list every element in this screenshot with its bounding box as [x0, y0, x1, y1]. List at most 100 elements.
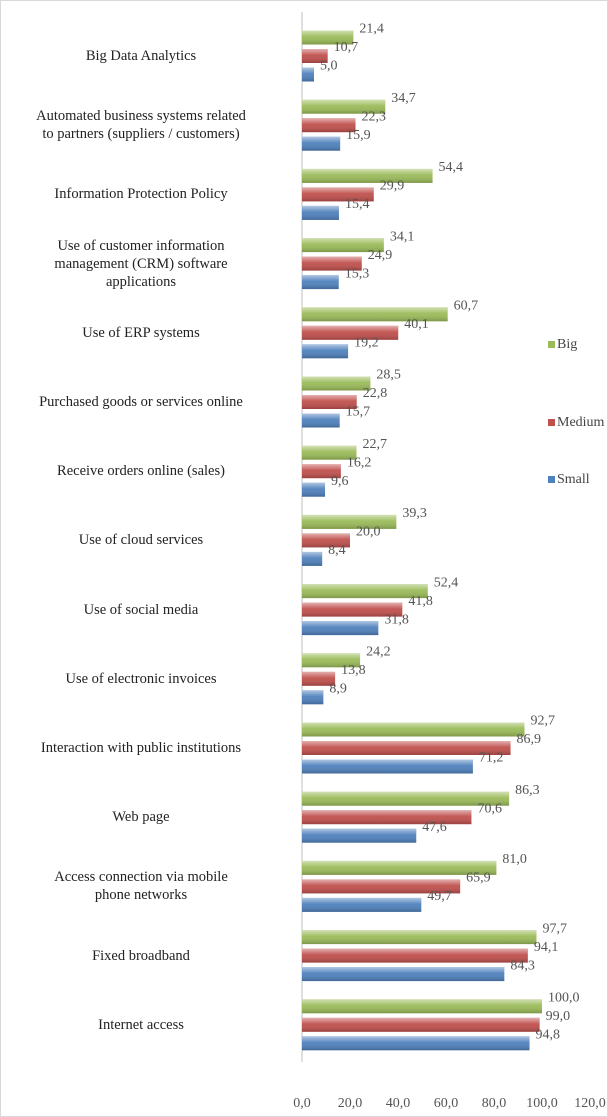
data-label: 39,3 — [402, 506, 427, 521]
data-label: 13,8 — [341, 663, 366, 678]
bar-shine — [302, 722, 525, 737]
data-label: 19,2 — [354, 336, 379, 351]
bar-shine — [302, 464, 341, 479]
bar-shine — [302, 759, 473, 774]
bar-shine — [302, 205, 339, 220]
category-label: Receive orders online (sales) — [57, 463, 225, 480]
data-label: 86,3 — [515, 783, 540, 798]
bar-shine — [302, 879, 461, 894]
data-label: 60,7 — [454, 299, 479, 314]
bar-shine — [302, 948, 528, 963]
bar-shine — [302, 118, 356, 133]
bar-shine — [302, 1017, 540, 1032]
data-label: 71,2 — [479, 751, 504, 766]
data-label: 22,8 — [363, 386, 388, 401]
x-tick-label: 80,0 — [482, 1096, 507, 1111]
data-label: 52,4 — [434, 575, 459, 590]
bar-shine — [302, 860, 497, 875]
data-label: 8,9 — [329, 682, 347, 697]
data-label: 47,6 — [422, 820, 447, 835]
data-label: 24,9 — [368, 248, 393, 263]
data-label: 20,0 — [356, 525, 381, 540]
data-label: 22,3 — [362, 109, 387, 124]
category-label: Purchased goods or services online — [39, 394, 243, 410]
bar-shine — [302, 275, 339, 290]
bar-shine — [302, 967, 505, 982]
data-label: 15,7 — [346, 405, 371, 420]
bar-shine — [302, 551, 323, 566]
bar-shine — [302, 49, 328, 63]
legend-swatch — [548, 419, 555, 426]
bar-shine — [302, 690, 324, 705]
data-label: 100,0 — [548, 991, 580, 1006]
data-label: 49,7 — [427, 889, 452, 904]
data-label: 92,7 — [530, 714, 555, 729]
x-tick-label: 60,0 — [434, 1096, 459, 1111]
data-label: 81,0 — [502, 852, 527, 867]
legend-label: Medium — [557, 415, 605, 430]
category-label: Interaction with public institutions — [40, 740, 242, 756]
category-label: Internet access — [98, 1016, 184, 1033]
bar-shine — [302, 325, 399, 340]
data-label: 16,2 — [347, 455, 372, 470]
bar-shine — [302, 187, 374, 202]
category-label: Use of ERP systems — [82, 324, 200, 341]
data-label: 34,7 — [391, 91, 416, 106]
data-label: 22,7 — [362, 437, 387, 452]
data-label: 65,9 — [466, 871, 491, 886]
bar-shine — [302, 413, 340, 428]
category-label: Automated business systems related to pa… — [36, 108, 246, 143]
data-label: 29,9 — [380, 179, 405, 194]
bar-shine — [302, 621, 379, 636]
bar-shine — [302, 810, 472, 825]
x-tick-label: 20,0 — [338, 1096, 363, 1111]
bar-shine — [302, 30, 354, 45]
legend-label: Big — [557, 337, 577, 352]
data-label: 10,7 — [334, 40, 359, 55]
data-label: 15,9 — [346, 128, 371, 143]
bar-shine — [302, 533, 350, 548]
data-label: 99,0 — [546, 1009, 571, 1024]
legend-swatch — [548, 476, 555, 483]
category-label: Web page — [112, 809, 170, 826]
data-label: 28,5 — [376, 368, 401, 383]
bar-shine — [302, 67, 314, 82]
bar-shine — [302, 307, 448, 322]
bar-shine — [302, 99, 386, 114]
data-label: 94,1 — [534, 940, 559, 955]
bar-shine — [302, 482, 326, 497]
bar-shine — [302, 514, 397, 529]
bar-shine — [302, 136, 341, 151]
data-label: 34,1 — [390, 229, 415, 244]
x-tick-label: 120,0 — [574, 1096, 606, 1111]
legend-swatch — [548, 341, 555, 348]
data-label: 97,7 — [542, 921, 567, 936]
category-label: Access connection via mobile phone netwo… — [54, 869, 228, 904]
category-label: Use of social media — [83, 601, 199, 618]
data-label: 15,4 — [345, 197, 370, 212]
bar-shine — [302, 238, 384, 253]
bar-shine — [302, 791, 510, 806]
bar-shine — [302, 395, 357, 409]
x-tick-label: 0,0 — [293, 1096, 311, 1111]
category-label: Information Protection Policy — [54, 186, 228, 203]
data-label: 86,9 — [517, 732, 542, 747]
bar-shine — [302, 602, 403, 617]
category-label: Use of customer information management (… — [54, 237, 228, 290]
bar-shine — [302, 584, 428, 599]
data-label: 15,3 — [345, 266, 370, 281]
data-label: 21,4 — [359, 22, 384, 37]
legend-label: Small — [557, 472, 590, 487]
data-label: 8,4 — [328, 543, 346, 558]
category-label: Use of electronic invoices — [65, 670, 217, 687]
data-label: 24,2 — [366, 645, 391, 660]
x-tick-label: 100,0 — [526, 1096, 558, 1111]
data-label: 9,6 — [331, 474, 349, 489]
category-label: Fixed broadband — [92, 947, 190, 964]
category-label: Big Data Analytics — [85, 48, 197, 64]
x-tick-label: 40,0 — [386, 1096, 411, 1111]
bar-shine — [302, 445, 357, 460]
data-label: 41,8 — [408, 594, 433, 609]
data-label: 84,3 — [510, 958, 535, 973]
